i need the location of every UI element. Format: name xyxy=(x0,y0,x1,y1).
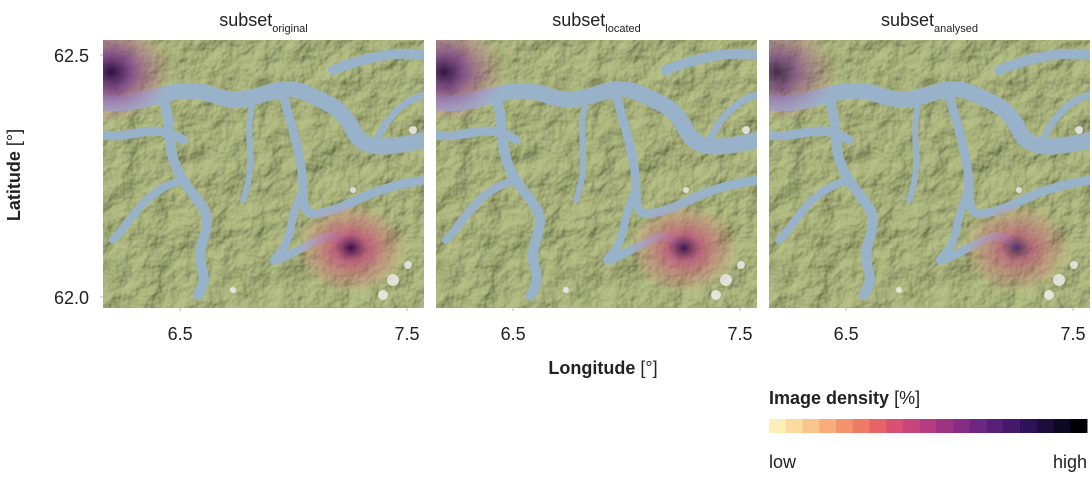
density-blob xyxy=(629,203,739,293)
y-label-unit: [°] xyxy=(4,129,24,146)
colorbar-swatch xyxy=(802,419,819,433)
title-text: subset xyxy=(219,10,272,30)
title-text: subset xyxy=(552,10,605,30)
map-panel: subsetlocated 6.5 7.5 xyxy=(384,10,757,344)
title-subscript: original xyxy=(272,23,307,35)
colorbar-unit: [%] xyxy=(894,388,920,408)
colorbar-swatch xyxy=(953,419,970,433)
colorbar-swatch xyxy=(987,419,1004,433)
figure: subsetoriginal6.57.562.062.5subsetlocate… xyxy=(0,0,1092,472)
colorbar-swatch xyxy=(920,419,937,433)
colorbar-swatch xyxy=(1003,419,1020,433)
colorbar-title: Image density [%] xyxy=(769,388,920,408)
colorbar-title-text: Image density xyxy=(769,388,889,408)
x-tick-label: 7.5 xyxy=(394,324,419,344)
colorbar-swatch xyxy=(869,419,886,433)
x-axis-label: Longitude [°] xyxy=(548,358,657,378)
density-blob xyxy=(51,22,171,122)
y-label-text: Latitude xyxy=(4,151,24,221)
colorbar-high: high xyxy=(1053,452,1087,472)
colorbar-swatch xyxy=(936,419,953,433)
density-blob xyxy=(962,203,1072,293)
colorbar-swatch xyxy=(819,419,836,433)
colorbar-low: low xyxy=(769,452,797,472)
colorbar-swatch xyxy=(786,419,803,433)
colorbar-swatch xyxy=(1054,419,1071,433)
density-blob xyxy=(296,203,406,293)
title-subscript: analysed xyxy=(934,23,978,35)
panel-title: subsetoriginal xyxy=(219,10,308,35)
map-panel: subsetanalysed 6.5 7.5 xyxy=(717,10,1090,344)
y-axis-label: Latitude [°] xyxy=(4,129,24,221)
colorbar-swatch xyxy=(970,419,987,433)
panel-title: subsetlocated xyxy=(552,10,641,35)
colorbar-swatch xyxy=(836,419,853,433)
colorbar-swatch xyxy=(1070,419,1087,433)
x-label-text: Longitude xyxy=(548,358,635,378)
y-tick-label: 62.0 xyxy=(54,288,89,308)
map-panel: subsetoriginal 6.5 7.5 62.0 62.5 xyxy=(51,10,424,344)
x-label-unit: [°] xyxy=(640,358,657,378)
x-tick-label: 6.5 xyxy=(834,324,859,344)
title-text: subset xyxy=(881,10,934,30)
x-tick-label: 6.5 xyxy=(501,324,526,344)
colorbar-swatch xyxy=(853,419,870,433)
panel-title: subsetanalysed xyxy=(881,10,978,35)
x-tick-label: 7.5 xyxy=(1060,324,1085,344)
title-subscript: located xyxy=(605,23,640,35)
x-tick-label: 6.5 xyxy=(168,324,193,344)
colorbar-swatch xyxy=(1020,419,1037,433)
x-tick-label: 7.5 xyxy=(727,324,752,344)
colorbar-swatch xyxy=(769,419,786,433)
colorbar-swatch xyxy=(903,419,920,433)
y-tick-label: 62.5 xyxy=(54,46,89,66)
colorbar-swatch xyxy=(886,419,903,433)
colorbar-swatch xyxy=(1037,419,1054,433)
colorbar xyxy=(769,419,1088,433)
